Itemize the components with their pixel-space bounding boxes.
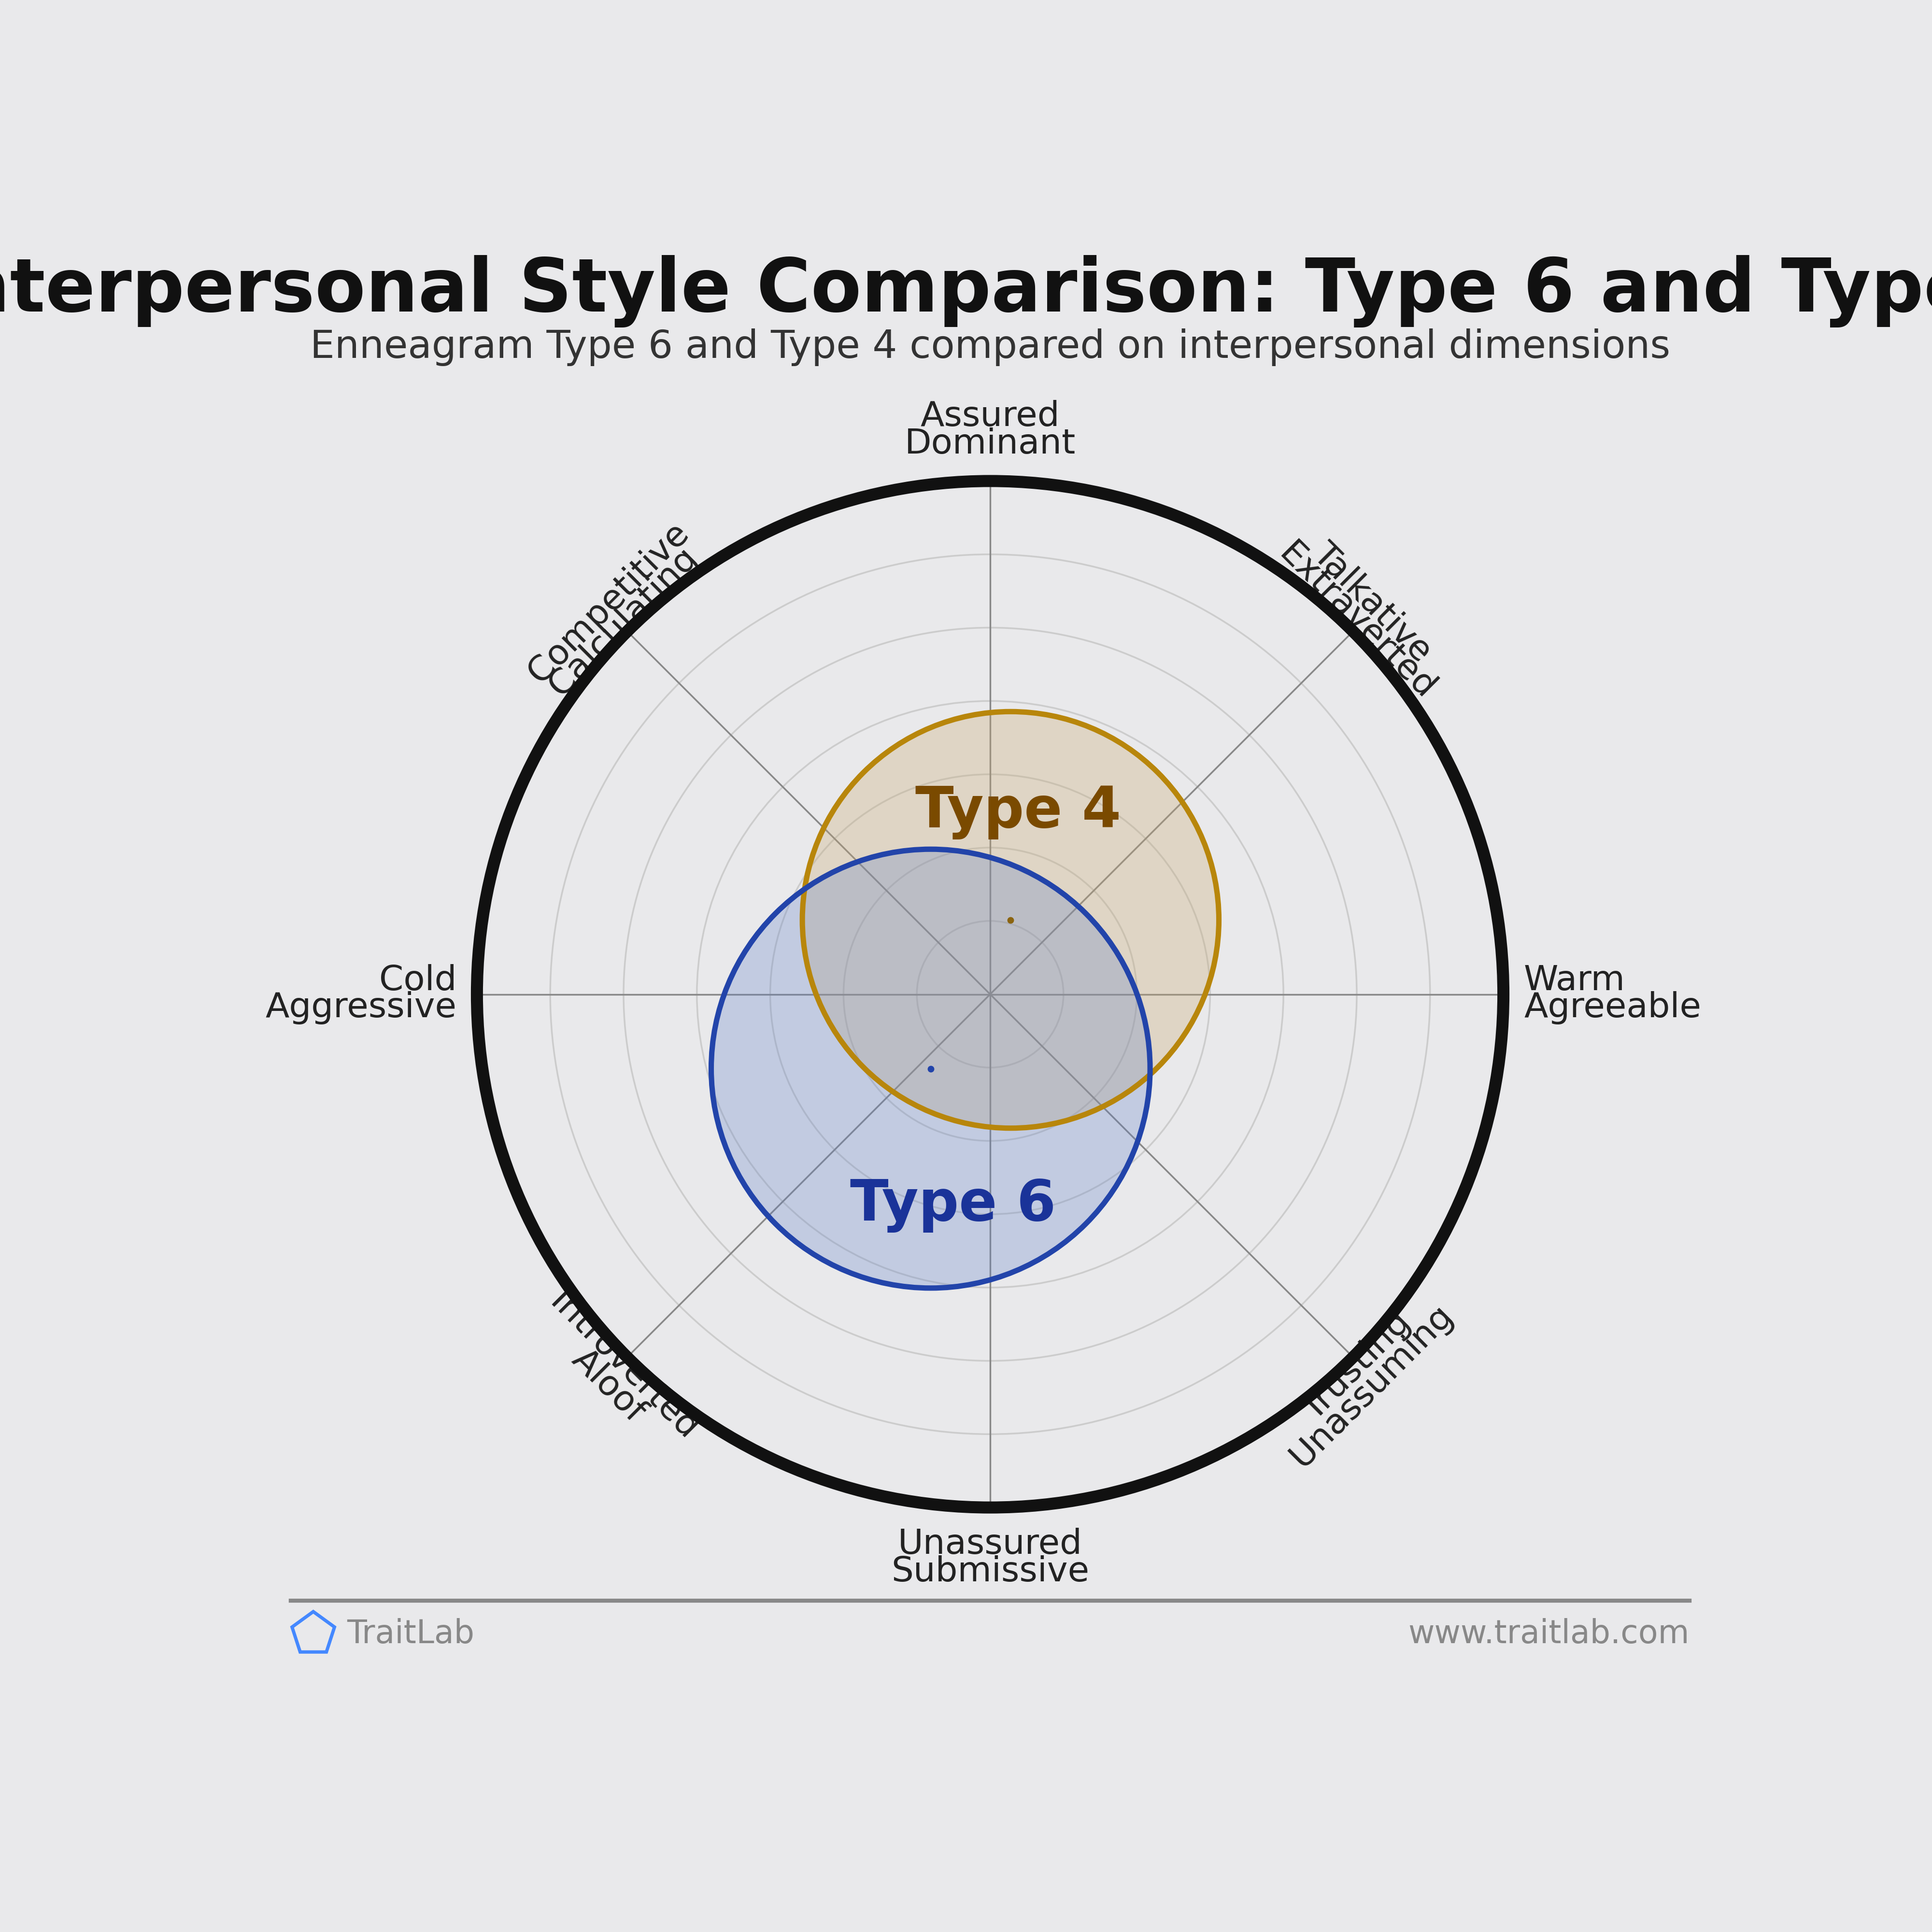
Text: Trusting: Trusting	[1296, 1306, 1418, 1428]
Circle shape	[711, 850, 1150, 1289]
Text: Aggressive: Aggressive	[265, 991, 456, 1024]
Text: Aloof: Aloof	[566, 1343, 651, 1430]
Text: Cold: Cold	[379, 964, 456, 997]
Text: Talkative: Talkative	[1306, 537, 1437, 668]
Text: Agreeable: Agreeable	[1524, 991, 1700, 1024]
Point	[916, 1053, 947, 1084]
Text: Warm: Warm	[1524, 964, 1625, 997]
Text: Competitive: Competitive	[522, 516, 696, 690]
Text: Assured: Assured	[920, 400, 1061, 433]
Text: TraitLab: TraitLab	[346, 1617, 473, 1650]
Point	[995, 904, 1026, 935]
Text: Submissive: Submissive	[891, 1555, 1090, 1588]
Circle shape	[802, 711, 1219, 1128]
Text: Dominant: Dominant	[904, 427, 1076, 460]
Text: Calculating: Calculating	[543, 541, 705, 703]
Text: www.traitlab.com: www.traitlab.com	[1408, 1617, 1689, 1650]
Text: Unassuming: Unassuming	[1285, 1298, 1461, 1474]
Text: Enneagram Type 6 and Type 4 compared on interpersonal dimensions: Enneagram Type 6 and Type 4 compared on …	[309, 328, 1671, 365]
Text: Introverted: Introverted	[543, 1287, 705, 1447]
Text: Type 6: Type 6	[850, 1177, 1057, 1233]
Text: Unassured: Unassured	[898, 1528, 1082, 1561]
Text: Interpersonal Style Comparison: Type 6 and Type 4: Interpersonal Style Comparison: Type 6 a…	[0, 255, 1932, 328]
Text: Extraverted: Extraverted	[1271, 537, 1441, 707]
Text: Type 4: Type 4	[916, 784, 1121, 838]
